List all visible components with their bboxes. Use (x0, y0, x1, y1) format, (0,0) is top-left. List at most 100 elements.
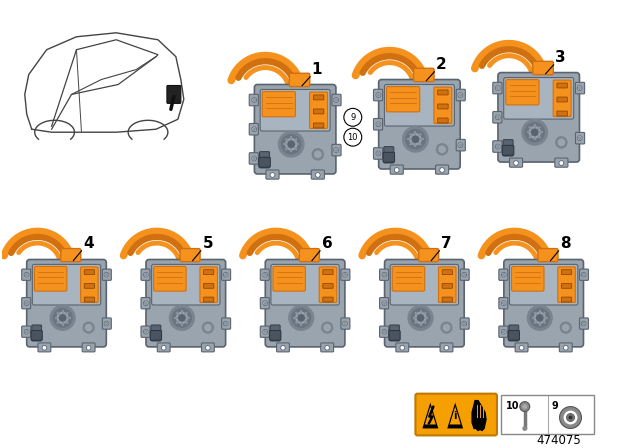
FancyBboxPatch shape (434, 87, 452, 124)
FancyBboxPatch shape (440, 343, 453, 352)
FancyBboxPatch shape (438, 104, 448, 109)
Circle shape (53, 309, 72, 327)
Circle shape (406, 130, 425, 149)
FancyBboxPatch shape (84, 297, 95, 302)
Circle shape (177, 312, 188, 323)
Circle shape (24, 272, 29, 277)
Circle shape (514, 161, 518, 165)
Circle shape (577, 136, 582, 141)
Circle shape (376, 122, 381, 127)
Text: 474075: 474075 (536, 434, 581, 447)
Circle shape (400, 345, 404, 350)
FancyBboxPatch shape (419, 249, 438, 262)
FancyBboxPatch shape (249, 124, 259, 135)
FancyBboxPatch shape (84, 284, 95, 288)
Circle shape (382, 301, 387, 306)
Circle shape (519, 345, 524, 350)
Circle shape (86, 324, 92, 331)
FancyBboxPatch shape (460, 269, 469, 280)
Circle shape (104, 321, 109, 326)
FancyBboxPatch shape (506, 80, 539, 105)
FancyBboxPatch shape (260, 297, 269, 309)
Circle shape (537, 315, 543, 321)
FancyBboxPatch shape (509, 158, 523, 167)
Circle shape (83, 322, 94, 333)
FancyBboxPatch shape (508, 331, 520, 340)
Circle shape (316, 172, 320, 177)
FancyBboxPatch shape (323, 284, 333, 288)
FancyBboxPatch shape (379, 80, 460, 169)
FancyBboxPatch shape (575, 82, 584, 94)
Circle shape (145, 302, 147, 304)
FancyBboxPatch shape (501, 395, 595, 435)
Circle shape (377, 123, 380, 125)
Circle shape (534, 312, 545, 323)
Circle shape (205, 345, 210, 350)
FancyBboxPatch shape (146, 259, 226, 347)
Circle shape (264, 331, 266, 333)
Circle shape (383, 331, 386, 333)
FancyBboxPatch shape (509, 264, 578, 305)
FancyBboxPatch shape (385, 85, 454, 126)
Circle shape (344, 323, 346, 325)
Circle shape (579, 137, 581, 139)
Circle shape (86, 345, 91, 350)
FancyBboxPatch shape (323, 297, 333, 302)
Circle shape (403, 127, 428, 152)
Circle shape (252, 156, 257, 161)
FancyBboxPatch shape (504, 78, 573, 119)
Circle shape (292, 309, 310, 327)
FancyBboxPatch shape (314, 109, 324, 114)
FancyBboxPatch shape (557, 83, 568, 88)
Circle shape (282, 135, 301, 154)
FancyBboxPatch shape (557, 97, 568, 102)
Circle shape (415, 312, 426, 323)
Circle shape (223, 321, 228, 326)
FancyBboxPatch shape (262, 91, 296, 117)
Circle shape (444, 324, 449, 331)
FancyBboxPatch shape (33, 264, 100, 305)
Circle shape (522, 426, 527, 431)
Circle shape (288, 141, 294, 147)
Circle shape (502, 331, 505, 333)
FancyBboxPatch shape (221, 318, 230, 329)
Circle shape (501, 301, 506, 306)
FancyBboxPatch shape (249, 94, 259, 106)
FancyBboxPatch shape (204, 284, 214, 288)
FancyBboxPatch shape (456, 89, 465, 101)
FancyBboxPatch shape (392, 267, 425, 291)
Circle shape (24, 329, 29, 334)
FancyBboxPatch shape (438, 267, 456, 302)
Text: 9: 9 (350, 113, 355, 122)
Circle shape (559, 161, 564, 165)
Circle shape (579, 87, 581, 89)
Circle shape (281, 345, 285, 350)
FancyBboxPatch shape (380, 297, 388, 309)
Circle shape (502, 302, 505, 304)
Circle shape (459, 94, 461, 96)
Circle shape (335, 99, 337, 101)
Circle shape (532, 129, 538, 135)
FancyBboxPatch shape (102, 269, 111, 280)
FancyBboxPatch shape (259, 157, 270, 167)
Circle shape (563, 324, 569, 331)
Circle shape (495, 86, 500, 90)
Circle shape (263, 272, 268, 277)
Circle shape (278, 132, 304, 157)
Circle shape (173, 309, 191, 327)
Circle shape (60, 315, 66, 321)
Circle shape (170, 306, 195, 330)
FancyBboxPatch shape (61, 249, 81, 262)
FancyBboxPatch shape (82, 343, 95, 352)
Circle shape (333, 98, 339, 103)
FancyBboxPatch shape (151, 325, 161, 341)
Circle shape (439, 146, 445, 152)
Circle shape (582, 274, 585, 276)
FancyBboxPatch shape (31, 331, 42, 340)
Circle shape (344, 274, 346, 276)
Circle shape (315, 151, 321, 157)
FancyBboxPatch shape (35, 267, 67, 291)
FancyBboxPatch shape (384, 146, 394, 163)
Circle shape (179, 315, 185, 321)
Circle shape (497, 116, 499, 118)
